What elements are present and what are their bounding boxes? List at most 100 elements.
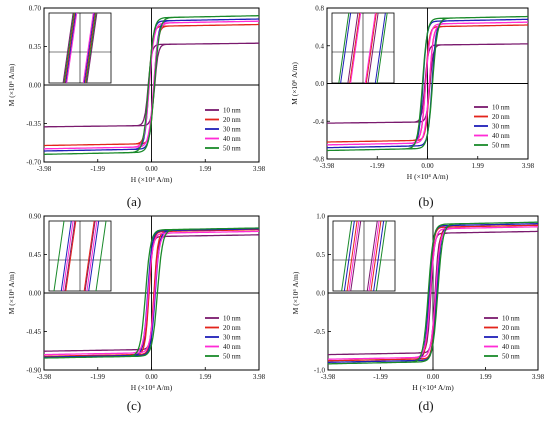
inset-branch bbox=[338, 12, 350, 84]
y-tick-label: 0.0 bbox=[316, 290, 325, 298]
inset-branch bbox=[364, 12, 376, 84]
series-line-40nm bbox=[327, 21, 528, 146]
inset-branch bbox=[376, 12, 388, 84]
legend-label: 50 nm bbox=[223, 145, 241, 153]
inset-branch bbox=[83, 220, 95, 292]
inset-branch bbox=[367, 12, 379, 84]
inset-branch bbox=[366, 220, 378, 292]
panel-caption: (b) bbox=[418, 194, 433, 209]
x-axis-label: H (×10⁴ A/m) bbox=[131, 175, 173, 184]
panel-a: -3.98 -1.99 0.00 1.99 3.98 -0.70 -0.35 0.00 0.35… bbox=[7, 5, 266, 210]
panel-b: -3.98 -1.99 0.00 1.99 3.98 -0.8 -0.4 0.0 0.4 0.8 H… bbox=[290, 5, 535, 210]
panel-caption: (c) bbox=[127, 398, 141, 413]
inset-branch bbox=[341, 220, 353, 292]
series-line-20nm bbox=[44, 23, 259, 147]
inset-branch bbox=[374, 12, 386, 84]
legend-label: 20 nm bbox=[502, 324, 520, 332]
inset-branch bbox=[85, 12, 97, 84]
series-line-50nm bbox=[328, 221, 538, 365]
inset-zoom bbox=[48, 12, 112, 84]
inset-branch bbox=[340, 12, 352, 84]
y-tick-label: 0.4 bbox=[315, 42, 324, 50]
legend-label: 30 nm bbox=[223, 334, 241, 342]
x-tick-label: 3.98 bbox=[253, 373, 266, 381]
panel-d: -3.98 -1.99 0.00 1.99 3.98 -1.0 -0.5 0.0 0.5 1.0 H… bbox=[291, 213, 545, 414]
legend-label: 40 nm bbox=[492, 132, 510, 140]
inset-branch bbox=[64, 220, 76, 292]
series-line-10nm bbox=[44, 42, 259, 128]
x-tick-label: 0.00 bbox=[145, 373, 158, 381]
y-axis-label: M (×10⁶ A/m) bbox=[7, 271, 16, 314]
inset-branch bbox=[346, 220, 358, 292]
legend-label: 10 nm bbox=[492, 104, 510, 112]
x-tick-label: -3.98 bbox=[320, 162, 335, 170]
inset-branch bbox=[60, 220, 72, 292]
inset-branch bbox=[348, 220, 360, 292]
inset-branch bbox=[64, 12, 76, 84]
y-tick-label: -0.4 bbox=[313, 118, 325, 126]
inset-branch bbox=[84, 12, 96, 84]
legend-label: 40 nm bbox=[502, 343, 520, 351]
series-line-40nm bbox=[328, 226, 538, 360]
legend-label: 30 nm bbox=[502, 334, 520, 342]
panel-caption: (a) bbox=[127, 194, 141, 209]
inset-branch bbox=[343, 220, 355, 292]
inset-branch bbox=[86, 12, 98, 84]
series-line-50nm bbox=[44, 227, 259, 359]
y-tick-label: -0.90 bbox=[26, 367, 41, 375]
y-tick-label: 1.0 bbox=[316, 213, 325, 221]
panel-c: -3.98 -1.99 0.00 1.99 3.98 -0.90 -0.45 0.00 0.45… bbox=[7, 213, 266, 414]
y-tick-label: 0.90 bbox=[29, 213, 42, 221]
inset-branch bbox=[65, 220, 77, 292]
y-tick-label: 0.70 bbox=[29, 5, 42, 13]
y-tick-label: -0.45 bbox=[26, 328, 41, 336]
legend-label: 20 nm bbox=[492, 113, 510, 121]
inset-branch bbox=[350, 220, 362, 292]
series-line-30nm bbox=[326, 18, 529, 149]
inset-branch bbox=[95, 220, 107, 292]
x-axis-label: H (×10⁴ A/m) bbox=[131, 383, 173, 392]
x-tick-label: -1.99 bbox=[90, 373, 105, 381]
series-line-40nm bbox=[44, 20, 259, 150]
x-tick-label: 3.98 bbox=[253, 165, 266, 173]
x-tick-label: -1.99 bbox=[373, 373, 388, 381]
x-tick-label: 1.99 bbox=[199, 373, 212, 381]
panel-caption: (d) bbox=[418, 398, 433, 413]
x-axis-label: H (×10⁴ A/m) bbox=[412, 383, 454, 392]
inset-branch bbox=[349, 12, 361, 84]
y-tick-label: -0.8 bbox=[313, 156, 325, 164]
x-tick-label: 0.00 bbox=[421, 162, 434, 170]
inset-branch bbox=[66, 12, 78, 84]
y-tick-label: 0.8 bbox=[315, 5, 324, 13]
inset-branch bbox=[83, 12, 95, 84]
x-tick-label: 3.98 bbox=[522, 162, 535, 170]
y-axis-label: M (×10⁶ A/m) bbox=[7, 63, 16, 106]
legend-label: 30 nm bbox=[223, 126, 241, 134]
inset-branch bbox=[88, 220, 100, 292]
legend-label: 50 nm bbox=[223, 353, 241, 361]
inset-branch bbox=[62, 12, 74, 84]
inset-branch bbox=[368, 220, 380, 292]
series-line-10nm bbox=[327, 43, 528, 124]
legend-label: 10 nm bbox=[502, 315, 520, 323]
series-line-50nm bbox=[327, 15, 528, 152]
inset-branch bbox=[53, 220, 65, 292]
inset-branch bbox=[82, 12, 94, 84]
y-tick-label: 0.45 bbox=[29, 251, 42, 259]
inset-branch bbox=[65, 12, 77, 84]
x-tick-label: 1.99 bbox=[479, 373, 492, 381]
series-line-10nm bbox=[44, 234, 259, 352]
y-tick-label: -1.0 bbox=[314, 367, 326, 375]
inset-branch bbox=[365, 12, 377, 84]
series-line-20nm bbox=[327, 224, 539, 362]
inset-zoom bbox=[332, 220, 396, 292]
y-tick-label: 0.5 bbox=[316, 251, 325, 259]
series-line-50nm bbox=[44, 15, 259, 155]
legend-label: 40 nm bbox=[223, 135, 241, 143]
y-tick-label: 0.0 bbox=[315, 80, 324, 88]
legend-label: 40 nm bbox=[223, 343, 241, 351]
